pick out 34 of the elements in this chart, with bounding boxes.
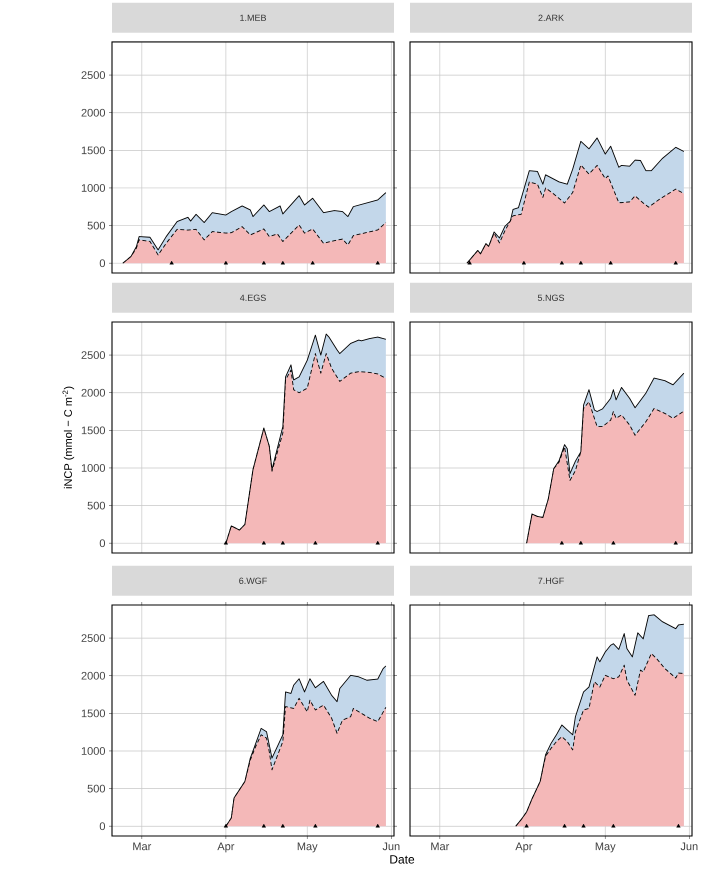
x-tick-label: May [298,842,318,852]
x-tick-label: Apr [515,842,532,852]
x-tick-label: Jun [680,842,698,850]
y-tick-label: 500 [88,502,106,510]
chart-title: 5.NGS [538,294,564,301]
y-tick-label: 1500 [82,426,106,434]
x-axis-title: Date [390,855,414,864]
y-tick-label: 1500 [82,709,106,718]
y-tick-label: 0 [100,259,106,268]
chart-title: 7.HGF [538,578,564,584]
y-tick-label: 0 [100,822,106,830]
y-tick-label: 500 [88,222,106,230]
y-tick-label: 1000 [82,184,106,192]
y-tick-label: 1000 [82,464,106,472]
chart-title: 2.ARK [538,14,564,21]
chart-title: 1.MEB [240,14,266,21]
y-axis-title: iNCP (mmol − C m$^{-2}$) [62,386,74,488]
y-tick-label: 2000 [82,672,106,680]
x-tick-label: Mar [133,842,152,850]
chart-title: 4.EGS [240,294,266,301]
y-tick-label: 2500 [82,634,106,642]
x-tick-label: Apr [217,842,234,852]
y-tick-label: 1500 [82,146,106,154]
y-tick-label: 2500 [82,71,106,79]
x-tick-label: Mar [431,842,450,850]
y-tick-label: 2000 [82,388,106,397]
y-tick-label: 1000 [82,747,106,755]
y-tick-label: 2500 [82,351,106,359]
x-tick-label: May [596,842,616,852]
chart-title: 6.WGF [239,578,267,584]
y-tick-label: 0 [100,539,106,548]
y-tick-label: 500 [88,784,106,792]
x-tick-label: Jun [382,842,400,850]
y-tick-label: 2000 [82,108,106,117]
